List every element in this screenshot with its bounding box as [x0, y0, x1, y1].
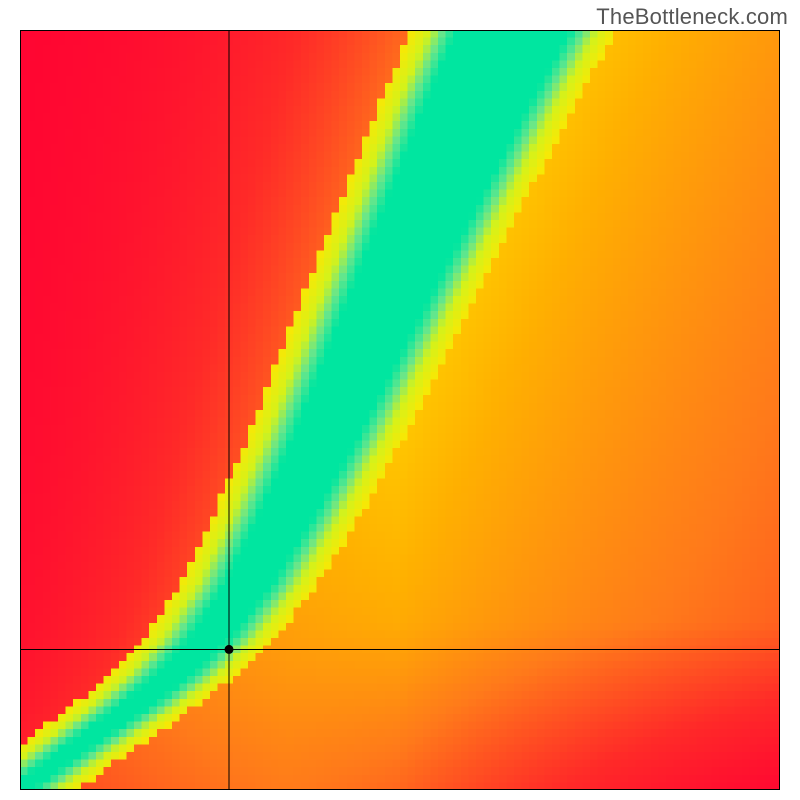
- chart-container: TheBottleneck.com: [0, 0, 800, 800]
- watermark-text: TheBottleneck.com: [596, 4, 788, 30]
- bottleneck-heatmap: [20, 30, 780, 790]
